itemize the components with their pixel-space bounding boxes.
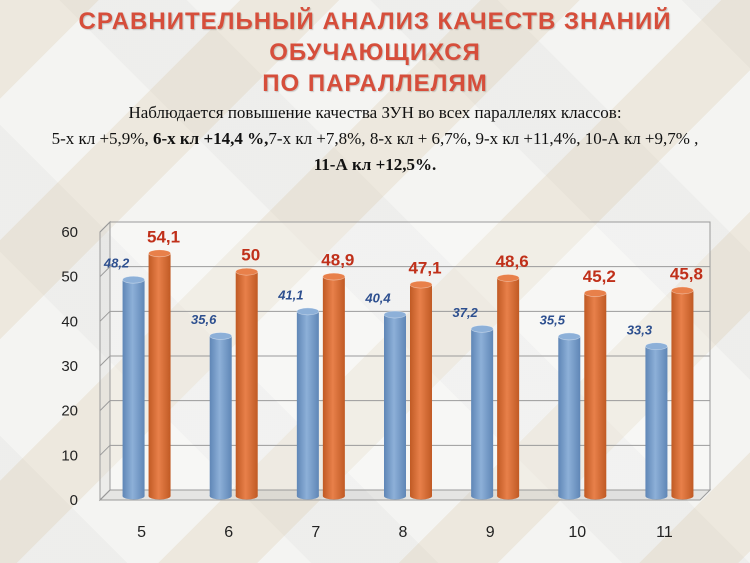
bar-base: [235, 492, 258, 500]
summary-part-7: 7-х кл +7,8%,: [268, 129, 366, 148]
gridline: [99, 221, 710, 233]
bar-base: [384, 492, 406, 500]
bar-base: [671, 492, 694, 500]
bar-top: [645, 342, 668, 351]
y-tick-label: 40: [61, 313, 78, 330]
title-line-1: СРАВНИТЕЛЬНЫЙ АНАЛИЗ КАЧЕСТВ ЗНАНИЙ ОБУЧ…: [78, 8, 672, 66]
bar-top: [209, 332, 233, 340]
bar-top: [122, 275, 145, 284]
gridline: [99, 266, 710, 278]
bar-base: [410, 492, 432, 500]
bar-series-2-9: [497, 277, 520, 496]
bar-base: [584, 492, 607, 500]
data-label-series-2-8: 47,1: [408, 259, 441, 278]
data-label-series-1-11: 33,3: [627, 322, 653, 337]
bar-series-1-9: [471, 328, 494, 496]
y-tick-label: 60: [61, 224, 78, 241]
bar-base: [122, 492, 145, 500]
data-label-series-2-9: 48,6: [496, 252, 529, 271]
bar-series-1-11: [645, 346, 668, 496]
bar-series-2-6: [235, 271, 258, 496]
bar-series-1-10: [558, 336, 581, 496]
bar-series-1-8: [384, 314, 406, 496]
bar-top: [671, 286, 694, 295]
summary-line-1: Наблюдается повышение качества ЗУН во вс…: [128, 103, 622, 122]
bar-base: [209, 492, 232, 500]
bar-top: [322, 272, 346, 281]
bar-top: [583, 289, 607, 297]
bar-top: [296, 307, 320, 316]
bar-top: [409, 280, 433, 289]
data-label-series-2-10: 45,2: [583, 267, 616, 286]
summary-part-8: 8-х кл + 6,7%,: [369, 129, 472, 148]
y-tick-label: 10: [61, 447, 78, 464]
y-tick-label: 50: [61, 269, 78, 286]
summary-line-2: 5-х кл +5,9%, 6-х кл +14,4 %,7-х кл +7,8…: [40, 126, 710, 178]
bar-base: [558, 492, 581, 500]
bar-base: [471, 492, 494, 500]
bar-top: [496, 274, 520, 282]
x-tick-label-7: 7: [311, 524, 320, 541]
summary-part-10: 10-А кл +9,7% ,: [584, 129, 699, 148]
bar-base: [497, 492, 520, 500]
data-label-series-1-10: 35,5: [540, 312, 566, 327]
bar-series-2-5: [148, 253, 171, 496]
bar-series-1-7: [296, 311, 319, 496]
x-tick-label-10: 10: [568, 524, 586, 541]
data-label-series-2-6: 50: [241, 246, 260, 265]
bar-series-2-8: [410, 284, 432, 496]
data-label-series-1-6: 35,6: [191, 312, 217, 327]
bar-base: [296, 492, 319, 500]
bar-top: [470, 325, 494, 333]
data-label-series-2-5: 54,1: [147, 227, 180, 246]
data-label-series-2-7: 48,9: [321, 251, 354, 270]
summary-part-11: 11-А кл +12,5%.: [313, 155, 437, 174]
data-label-series-1-5: 48,2: [103, 256, 130, 271]
summary-part-9b: +11,4%,: [523, 129, 581, 148]
bar-series-1-5: [122, 279, 145, 496]
bar-top: [148, 249, 171, 258]
x-tick-label-11: 11: [656, 524, 673, 541]
bar-top: [383, 310, 407, 319]
x-tick-label-6: 6: [224, 524, 233, 541]
data-label-series-1-8: 40,4: [364, 291, 391, 306]
data-label-series-2-11: 45,8: [670, 264, 703, 283]
x-tick-label-9: 9: [486, 524, 495, 541]
summary-part-9: 9-х кл: [475, 129, 520, 148]
page-title: СРАВНИТЕЛЬНЫЙ АНАЛИЗ КАЧЕСТВ ЗНАНИЙ ОБУЧ…: [0, 6, 750, 99]
bar-top: [557, 332, 581, 341]
data-label-series-1-7: 41,1: [277, 287, 303, 302]
summary-part-5: 5-х кл +5,9%,: [51, 129, 149, 148]
bar-series-2-11: [671, 290, 694, 496]
y-tick-label: 20: [61, 403, 78, 420]
bar-top: [235, 267, 259, 276]
x-tick-label-8: 8: [399, 524, 408, 541]
y-tick-label: 30: [61, 358, 78, 375]
summary-text: Наблюдается повышение качества ЗУН во вс…: [40, 100, 710, 178]
data-label-series-1-9: 37,2: [452, 305, 478, 320]
bar-base: [322, 492, 345, 500]
bar-series-2-10: [584, 293, 607, 496]
bar-series-1-6: [209, 335, 232, 496]
title-line-2: ПО ПАРАЛЛЕЛЯМ: [262, 70, 488, 97]
bar-base: [148, 492, 171, 500]
x-tick-label-5: 5: [137, 524, 146, 541]
bar-base: [645, 492, 668, 500]
summary-part-6: 6-х кл +14,4 %,: [152, 129, 269, 148]
y-tick-label: 0: [70, 492, 78, 509]
bar-series-2-7: [322, 276, 345, 496]
